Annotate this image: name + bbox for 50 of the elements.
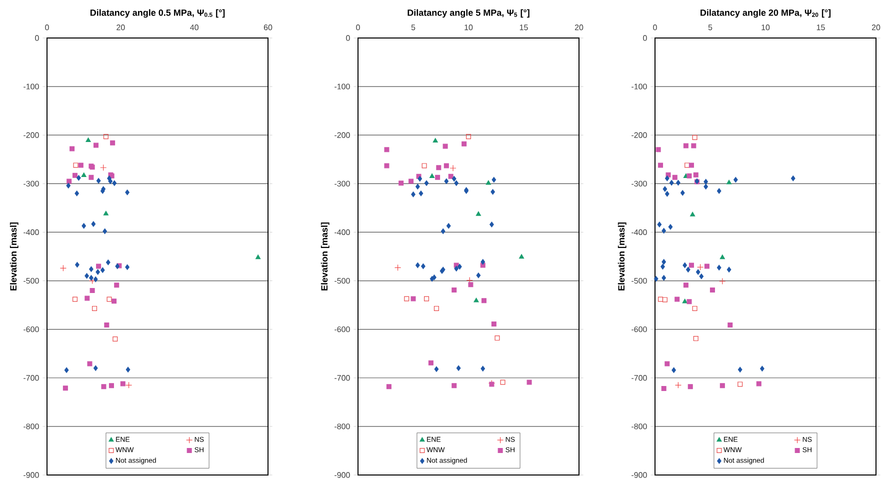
y-tick-label: -500 — [632, 278, 647, 284]
x-tick-label: 20 — [116, 24, 125, 30]
x-tick-label: 10 — [762, 24, 770, 30]
x-tick-label: 10 — [464, 24, 473, 30]
x-tick-label: 20 — [574, 24, 584, 30]
y-tick-label: -900 — [334, 472, 350, 478]
y-axis-title: Elevation [masl] — [320, 222, 330, 290]
y-tick-label: -300 — [24, 180, 39, 186]
x-tick-label: 15 — [816, 24, 825, 30]
x-tick-label: 20 — [872, 24, 880, 30]
x-tick-label: 15 — [520, 24, 528, 30]
y-tick-label: -800 — [24, 424, 39, 430]
y-tick-label: -600 — [334, 326, 350, 332]
y-tick-label: 0 — [643, 35, 647, 41]
x-tick-label: 5 — [708, 24, 712, 30]
x-tick-label: 0 — [356, 24, 360, 30]
y-axis-title: Elevation [masl] — [618, 222, 626, 290]
y-tick-label: -600 — [24, 326, 39, 332]
y-tick-label: -900 — [632, 472, 647, 478]
y-tick-label: -500 — [334, 278, 350, 284]
y-tick-label: -100 — [334, 84, 350, 90]
y-tick-label: -400 — [334, 229, 350, 236]
y-tick-label: -400 — [632, 229, 647, 236]
y-axis-title: Elevation [masl] — [10, 222, 18, 290]
x-axis-title: Dilatancy angle 20 MPa, Ψ$_{20}$ [°] — [700, 9, 831, 18]
y-tick-label: -300 — [334, 180, 350, 186]
y-tick-label: 0 — [346, 35, 350, 41]
y-tick-label: -100 — [24, 84, 39, 90]
y-tick-label: -300 — [632, 180, 647, 186]
y-tick-label: -100 — [632, 84, 647, 90]
x-tick-label: 5 — [411, 24, 416, 30]
y-tick-label: -200 — [24, 132, 39, 138]
y-tick-label: -200 — [334, 132, 350, 138]
x-axis-title: Dilatancy angle 5 MPa, Ψ$_{5}$ [°] — [408, 9, 530, 18]
x-tick-label: 0 — [45, 24, 49, 30]
x-axis-title: Dilatancy angle 0.5 MPa, Ψ$_{0.5}$ [°] — [90, 9, 225, 18]
y-tick-label: -200 — [632, 132, 647, 138]
y-tick-label: -700 — [632, 375, 647, 381]
y-tick-label: -800 — [334, 424, 350, 430]
y-tick-label: 0 — [35, 35, 39, 41]
y-tick-label: -500 — [24, 278, 39, 284]
y-tick-label: -700 — [24, 375, 39, 381]
y-tick-label: -400 — [24, 229, 39, 236]
y-tick-label: -600 — [632, 326, 647, 332]
y-tick-label: -700 — [334, 375, 350, 381]
y-tick-label: -800 — [632, 424, 647, 430]
x-tick-label: 40 — [190, 24, 198, 30]
x-tick-label: 60 — [264, 24, 272, 30]
y-tick-label: -900 — [24, 472, 39, 478]
x-tick-label: 0 — [653, 24, 657, 30]
